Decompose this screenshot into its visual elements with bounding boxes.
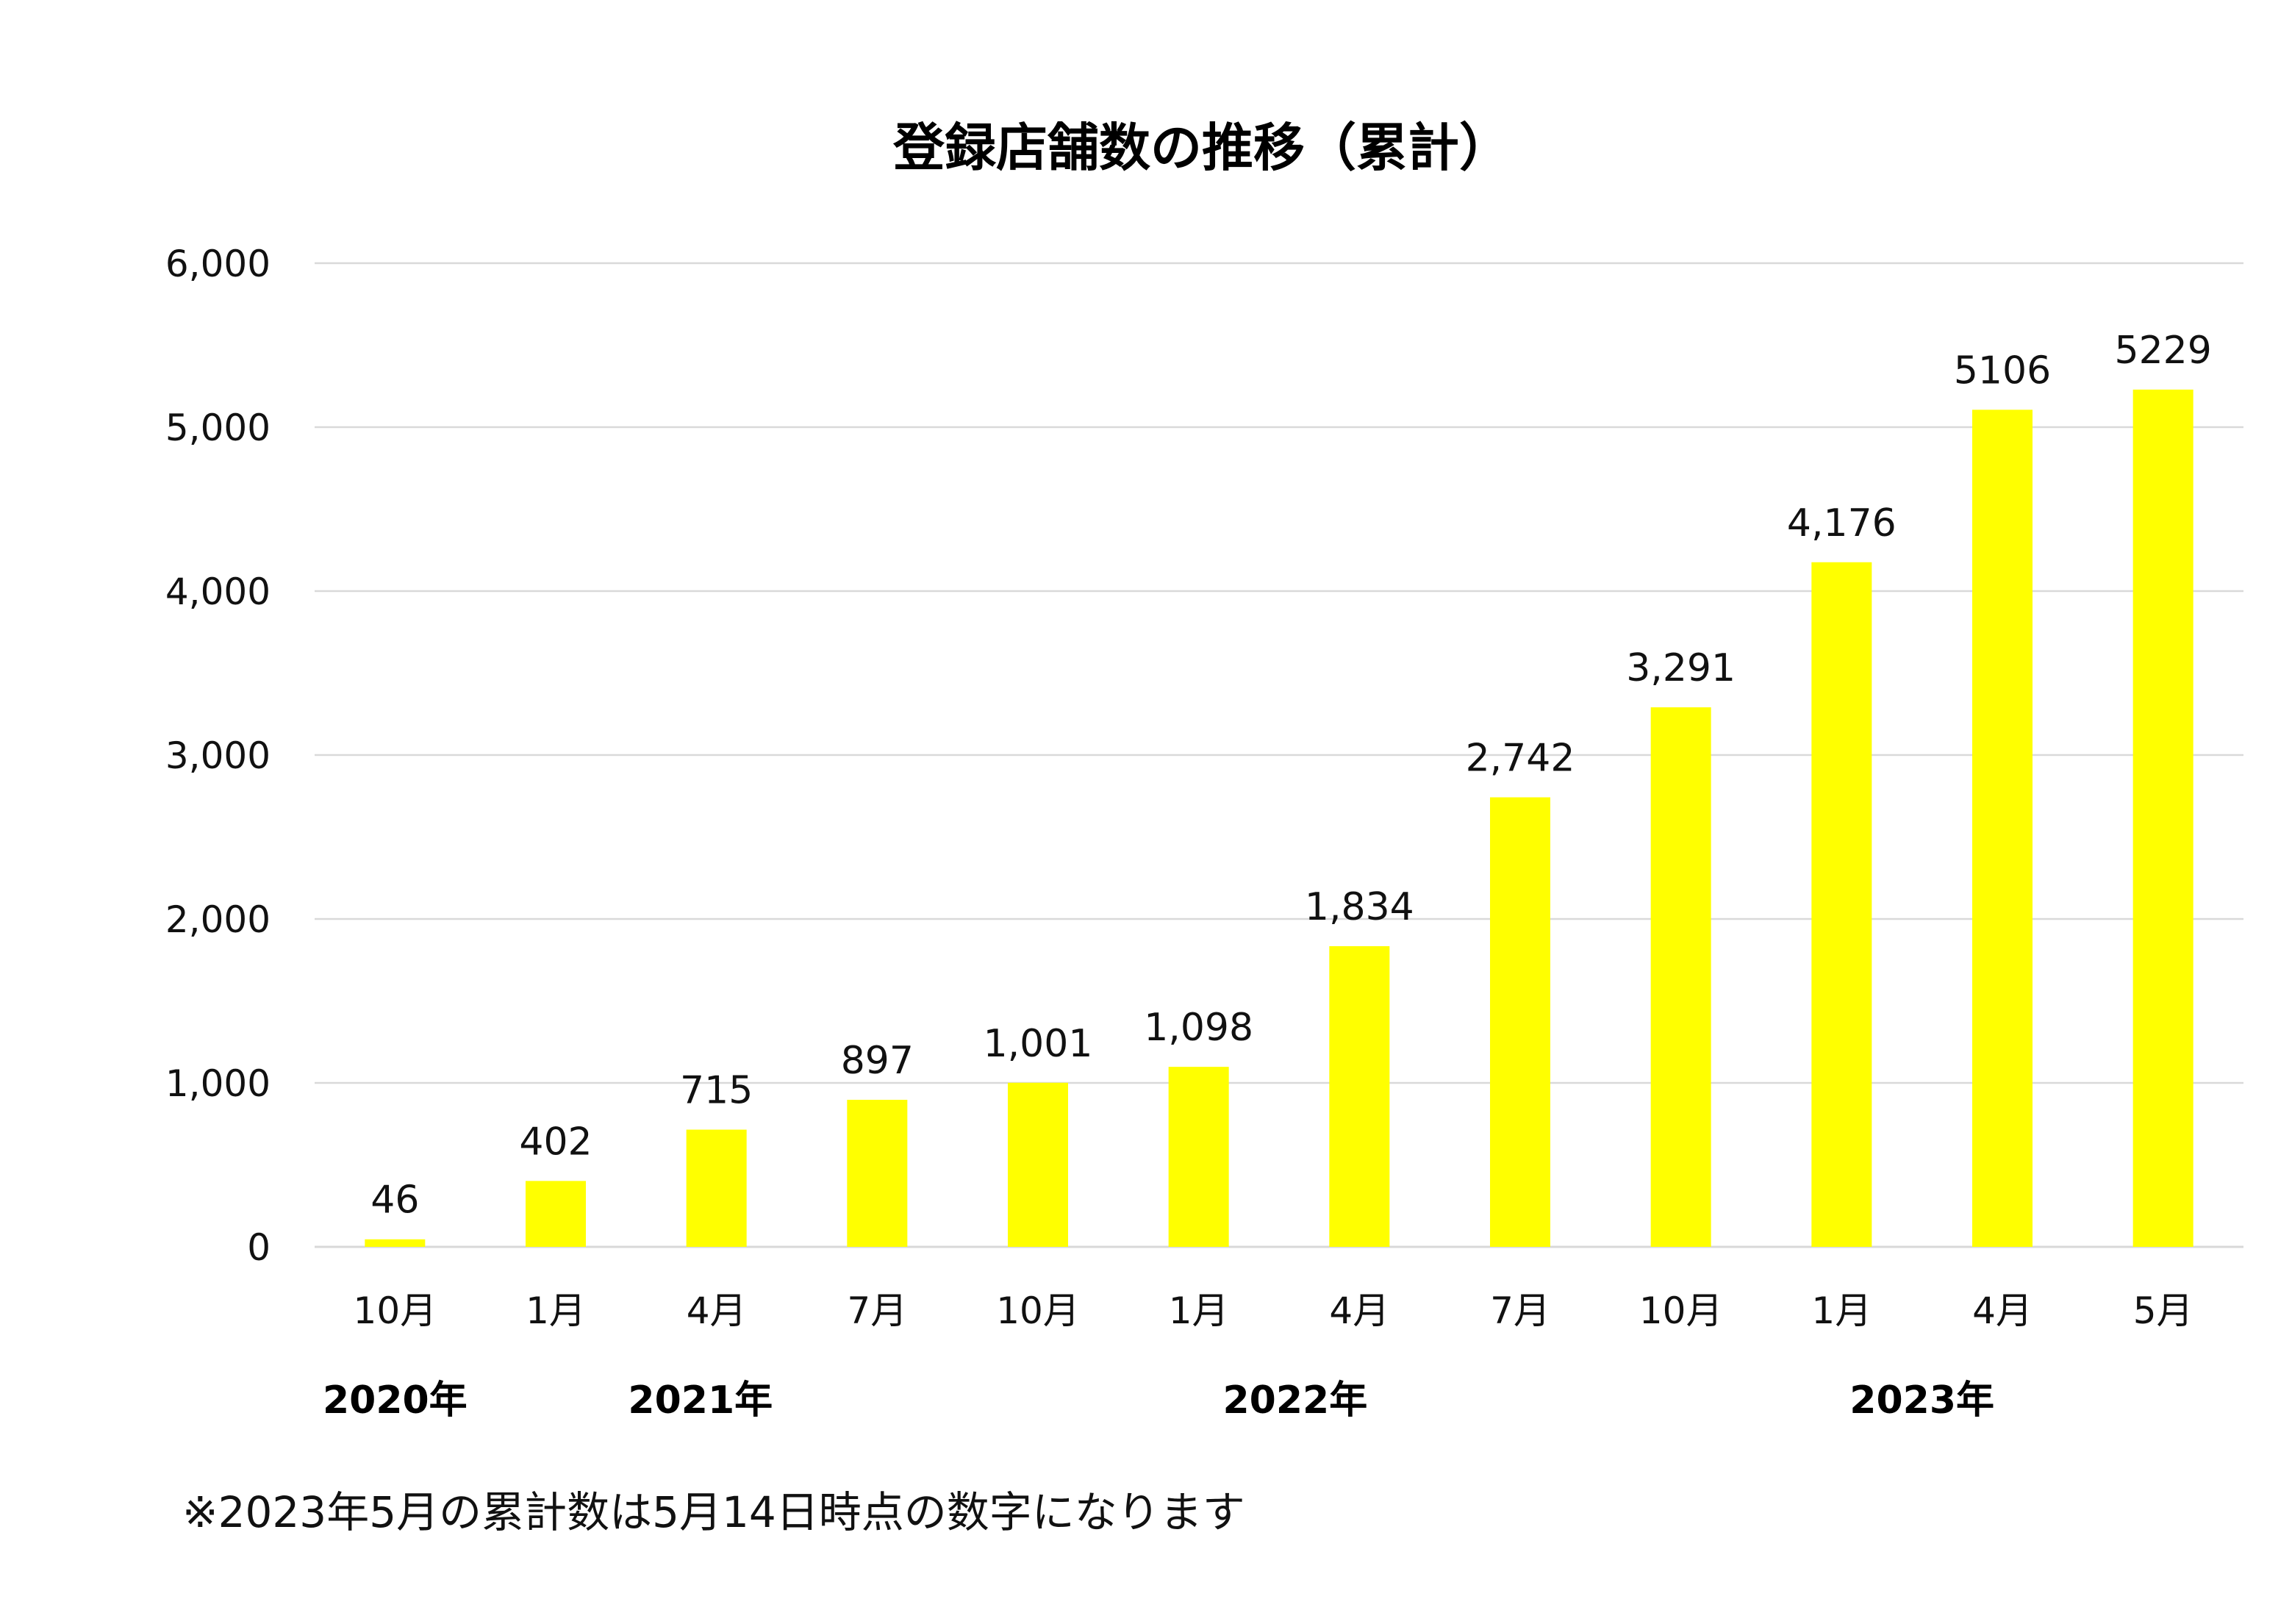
x-tick-label: 4月 [1972, 1289, 2033, 1332]
bar [1650, 707, 1711, 1247]
data-label: 5106 [1954, 348, 2051, 393]
year-label: 2022年 [1222, 1378, 1367, 1423]
x-tick-label: 4月 [687, 1289, 747, 1332]
grid-layer [315, 262, 2243, 1248]
bar [1329, 946, 1390, 1247]
data-label: 1,098 [1144, 1006, 1253, 1050]
x-tick-label: 7月 [847, 1289, 907, 1332]
x-tick-label: 1月 [1169, 1289, 1229, 1332]
data-label: 1,834 [1305, 885, 1414, 929]
bar [847, 1099, 908, 1247]
data-label: 4,176 [1787, 501, 1897, 545]
bar [1972, 409, 2033, 1247]
y-tick-label: 5,000 [165, 407, 271, 449]
bar [1168, 1067, 1229, 1247]
bar [1490, 797, 1550, 1247]
data-label: 715 [680, 1069, 753, 1113]
y-tick-label: 2,000 [165, 898, 271, 941]
bar [365, 1239, 426, 1247]
x-tick-label: 5月 [2133, 1289, 2193, 1332]
y-tick-label: 1,000 [165, 1062, 271, 1105]
data-label: 1,001 [984, 1022, 1093, 1066]
y-tick-label: 4,000 [165, 570, 271, 613]
chart-title: 登録店舗数の推移（累計） [892, 118, 1511, 178]
year-label: 2021年 [628, 1378, 773, 1423]
data-label: 5229 [2114, 329, 2211, 373]
bar [1008, 1082, 1068, 1247]
y-tick-label: 3,000 [165, 734, 271, 777]
data-label: 2,742 [1466, 737, 1575, 781]
x-tick-label: 7月 [1490, 1289, 1550, 1332]
labels-layer: 0 1,000 2,000 3,000 4,000 5,000 6,000 46 10月 402 1… [165, 243, 2212, 1423]
data-label: 897 [841, 1039, 914, 1083]
year-label: 2023年 [1849, 1378, 1994, 1423]
y-tick-label: 0 [247, 1226, 271, 1269]
footnote: ※2023年5月の累計数は5月14日時点の数字になります [182, 1487, 1245, 1537]
data-label: 46 [370, 1178, 419, 1223]
bar [2132, 389, 2193, 1247]
bar [1811, 562, 1872, 1247]
bar [526, 1181, 586, 1247]
y-tick-label: 6,000 [165, 243, 271, 285]
bars-layer [365, 389, 2193, 1247]
x-tick-label: 10月 [996, 1289, 1080, 1332]
x-tick-label: 10月 [1639, 1289, 1723, 1332]
bar [686, 1129, 747, 1247]
x-tick-label: 10月 [354, 1289, 437, 1332]
data-label: 3,291 [1626, 646, 1736, 690]
x-tick-label: 4月 [1329, 1289, 1389, 1332]
year-label: 2020年 [323, 1378, 468, 1423]
data-label: 402 [519, 1120, 592, 1164]
x-tick-label: 1月 [1811, 1289, 1872, 1332]
x-tick-label: 1月 [526, 1289, 586, 1332]
